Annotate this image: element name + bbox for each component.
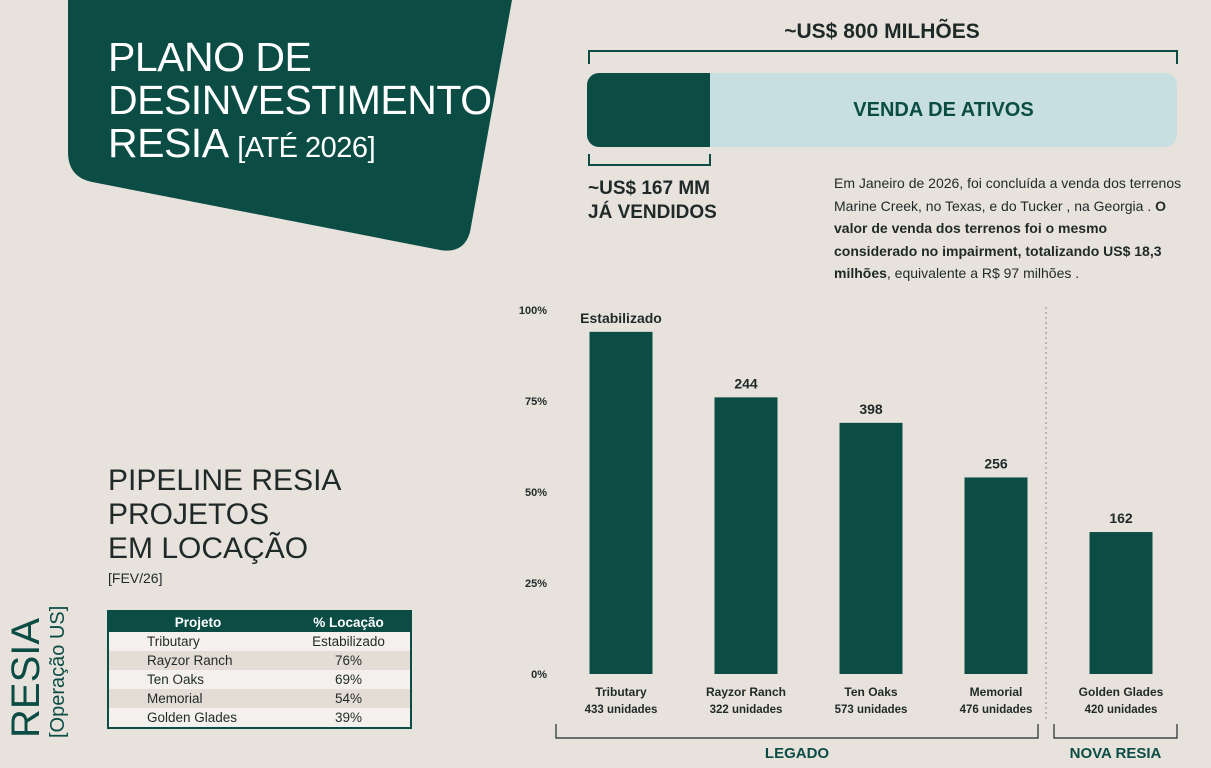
title-banner xyxy=(68,0,512,251)
table-cell-occupancy: Estabilizado xyxy=(287,632,411,651)
x-tick-sublabel: 573 unidades xyxy=(835,704,908,716)
table-cell-occupancy: 69% xyxy=(287,670,411,689)
y-tick-label: 0% xyxy=(531,669,547,681)
table-cell-occupancy: 76% xyxy=(287,651,411,670)
title-line-1: PLANO DE xyxy=(108,34,312,80)
table-cell-occupancy: 54% xyxy=(287,689,411,708)
y-tick-label: 100% xyxy=(519,305,547,317)
table-cell-project: Ten Oaks xyxy=(108,670,287,689)
total-bracket xyxy=(588,50,1178,64)
bar xyxy=(1089,532,1153,674)
bar-data-label: 256 xyxy=(984,455,1008,471)
y-tick-label: 75% xyxy=(525,396,547,408)
table-header-occupancy: % Locação xyxy=(287,611,411,632)
total-divestment-label: ~US$ 800 MILHÕES xyxy=(784,20,980,43)
page-title: PLANO DE DESINVESTIMENTO RESIA [ATÉ 2026… xyxy=(108,36,492,170)
x-tick-sublabel: 476 unidades xyxy=(960,704,1033,716)
table-row: Tributary Estabilizado xyxy=(108,632,411,651)
group-label: NOVA RESIA xyxy=(1070,745,1162,762)
bar-data-label: 398 xyxy=(859,401,883,417)
side-label-main: RESIA xyxy=(4,617,48,738)
note-text-bold: O valor de venda dos terrenos foi o mesm… xyxy=(834,197,1167,282)
table-cell-project: Golden Glades xyxy=(108,708,287,728)
sold-caption: JÁ VENDIDOS xyxy=(588,202,717,223)
x-tick-sublabel: 322 unidades xyxy=(710,704,783,716)
table-row: Rayzor Ranch 76% xyxy=(108,651,411,670)
bar-data-label: Estabilizado xyxy=(580,310,662,326)
asset-sale-label: VENDA DE ATIVOS xyxy=(853,99,1034,121)
pipeline-title-line-3: EM LOCAÇÃO xyxy=(108,532,309,565)
bar xyxy=(589,331,653,674)
group-bracket xyxy=(1053,724,1178,739)
occupancy-bar-chart: 0% 25% 50% 75% 100% Estabilizado Tributary 433 … xyxy=(519,305,1178,762)
table-cell-project: Memorial xyxy=(108,689,287,708)
group-label: LEGADO xyxy=(765,745,830,762)
y-tick-label: 25% xyxy=(525,578,547,590)
x-tick-label: Golden Glades xyxy=(1079,685,1164,699)
pipeline-title: PIPELINE RESIA PROJETOS EM LOCAÇÃO xyxy=(108,464,341,566)
sold-amount-label: ~US$ 167 MM JÁ VENDIDOS xyxy=(588,177,788,225)
pipeline-title-line-1: PIPELINE RESIA xyxy=(108,464,342,497)
bar xyxy=(964,477,1028,674)
table-cell-occupancy: 39% xyxy=(287,708,411,728)
x-tick-label: Tributary xyxy=(595,685,647,699)
note-text-3: , equivalente a R$ 97 milhões . xyxy=(886,265,1080,281)
table-row: Ten Oaks 69% xyxy=(108,670,411,689)
x-tick-label: Memorial xyxy=(970,685,1023,699)
table-row: Golden Glades 39% xyxy=(108,708,411,728)
bar xyxy=(714,397,778,674)
sold-bracket xyxy=(588,154,711,166)
sale-note: Em Janeiro de 2026, foi concluída a vend… xyxy=(834,172,1186,285)
table-header-row: Projeto % Locação xyxy=(108,611,411,632)
pipeline-table: Projeto % Locação Tributary Estabilizado… xyxy=(107,610,412,729)
table-cell-project: Rayzor Ranch xyxy=(108,651,287,670)
table-cell-project: Tributary xyxy=(108,632,287,651)
x-tick-label: Ten Oaks xyxy=(844,685,897,699)
x-tick-label: Rayzor Ranch xyxy=(706,685,786,699)
y-tick-label: 50% xyxy=(525,487,547,499)
bar-data-label: 162 xyxy=(1109,510,1133,526)
side-label-sub: [Operação US] xyxy=(47,605,69,738)
x-tick-sublabel: 433 unidades xyxy=(585,704,658,716)
pipeline-date: [FEV/26] xyxy=(108,570,163,586)
bar xyxy=(839,422,903,674)
asset-sale-bar: VENDA DE ATIVOS xyxy=(587,73,1177,147)
x-tick-sublabel: 420 unidades xyxy=(1085,704,1158,716)
title-suffix: [ATÉ 2026] xyxy=(237,132,376,164)
side-label: RESIA [Operação US] xyxy=(4,568,76,738)
title-line-3: RESIA xyxy=(108,120,227,166)
group-bracket xyxy=(555,724,1039,739)
sold-portion-fill xyxy=(587,73,711,147)
title-line-2: DESINVESTIMENTO xyxy=(108,77,492,123)
table-header-project: Projeto xyxy=(108,611,287,632)
table-row: Memorial 54% xyxy=(108,689,411,708)
pipeline-title-line-2: PROJETOS xyxy=(108,498,270,531)
note-text-1: Em Janeiro de 2026, foi concluída a vend… xyxy=(834,175,1182,214)
sold-amount: ~US$ 167 MM xyxy=(588,178,710,199)
bar-data-label: 244 xyxy=(734,375,758,391)
